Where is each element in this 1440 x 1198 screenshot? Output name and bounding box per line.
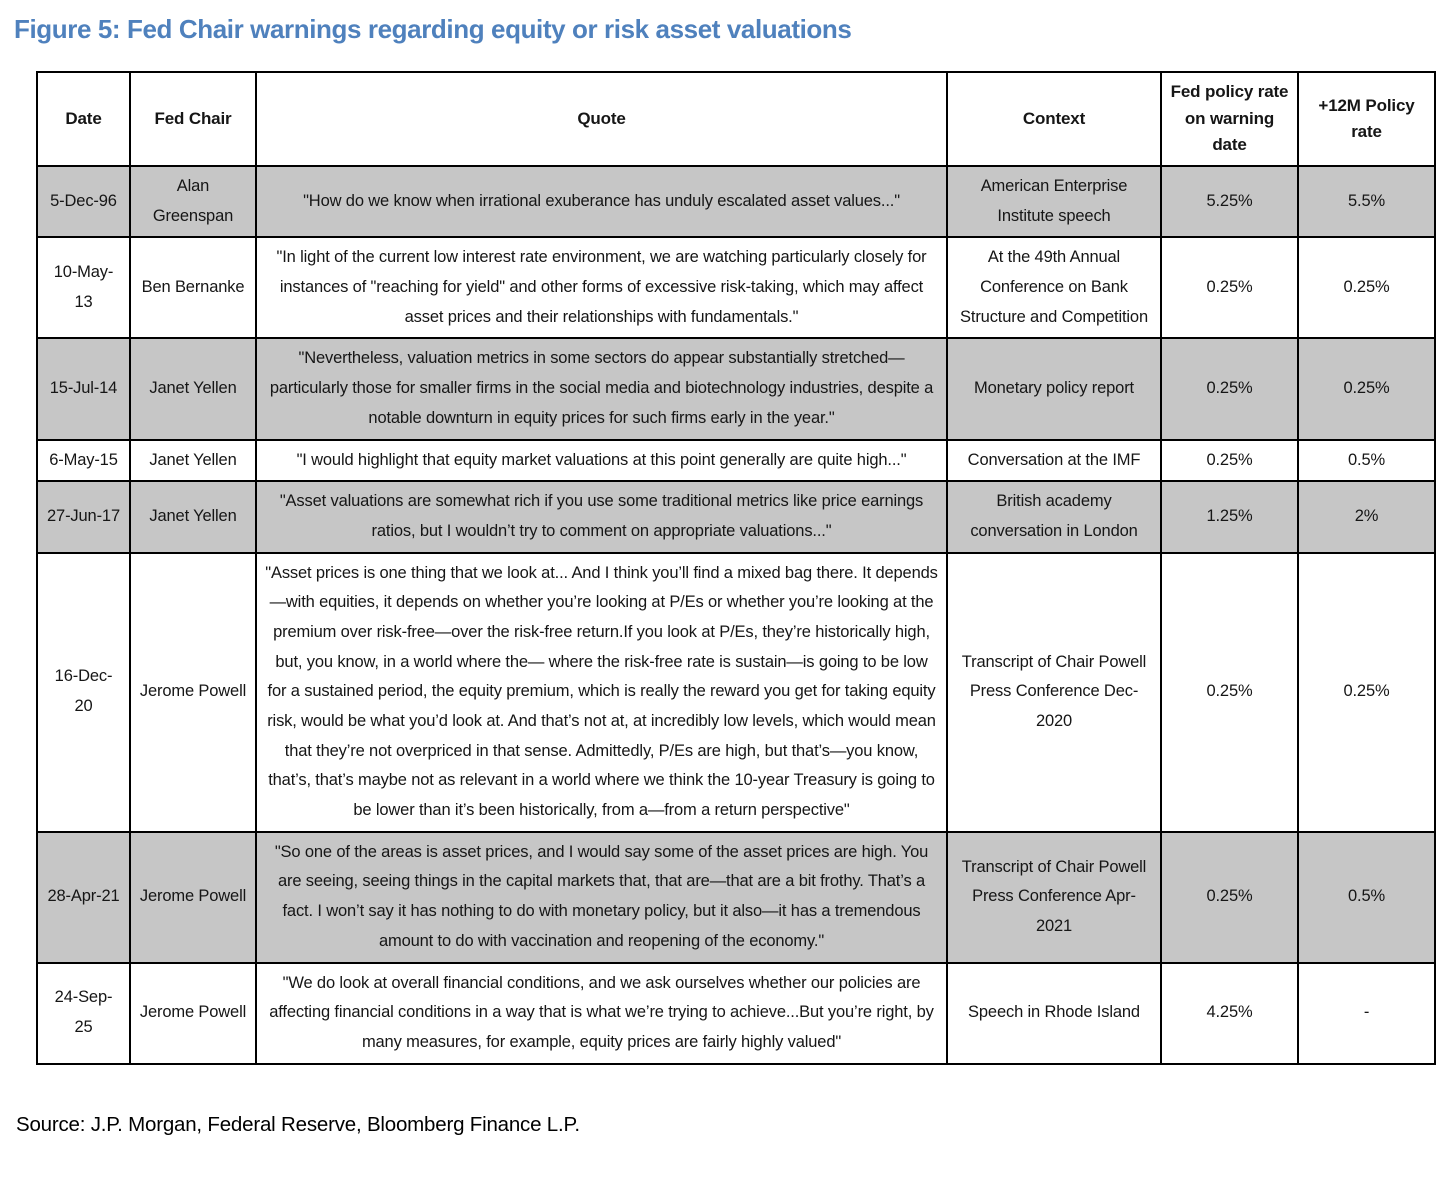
table-row: 5-Dec-96 Alan Greenspan "How do we know wh… <box>36 164 1436 239</box>
table-row: 6-May-15 Janet Yellen "I would highlight t… <box>36 438 1436 483</box>
policy-rate-12m-cell: 2% <box>1297 480 1436 554</box>
quote-cell: "Asset prices is one thing that we look … <box>255 551 948 833</box>
fed-chair-cell: Janet Yellen <box>129 337 257 441</box>
context-cell: British academy conversation in London <box>946 480 1162 554</box>
fed-policy-rate-cell: 0.25% <box>1160 236 1299 340</box>
table-body: 5-Dec-96 Alan Greenspan "How do we know wh… <box>36 164 1436 1065</box>
fed-chair-cell: Janet Yellen <box>129 438 257 483</box>
fed-policy-rate-cell: 0.25% <box>1160 830 1299 964</box>
context-cell: Transcript of Chair Powell Press Confere… <box>946 830 1162 964</box>
column-header-12m-policy-rate: +12M Policy rate <box>1297 71 1436 167</box>
context-cell: Conversation at the IMF <box>946 438 1162 483</box>
fed-warnings-table: Date Fed Chair Quote Context Fed policy … <box>36 71 1436 1065</box>
context-cell: American Enterprise Institute speech <box>946 164 1162 239</box>
source-note: Source: J.P. Morgan, Federal Reserve, Bl… <box>16 1112 580 1136</box>
table-row: 28-Apr-21 Jerome Powell "So one of the are… <box>36 830 1436 964</box>
quote-cell: "Asset valuations are somewhat rich if y… <box>255 480 948 554</box>
policy-rate-12m-cell: 0.25% <box>1297 337 1436 441</box>
date-cell: 5-Dec-96 <box>36 164 131 239</box>
policy-rate-12m-cell: 5.5% <box>1297 164 1436 239</box>
date-cell: 24-Sep-25 <box>36 961 131 1065</box>
quote-cell: "We do look at overall financial conditi… <box>255 961 948 1065</box>
table-row: 15-Jul-14 Janet Yellen "Nevertheless, valu… <box>36 337 1436 441</box>
column-header-fed-chair: Fed Chair <box>129 71 257 167</box>
fed-chair-cell: Alan Greenspan <box>129 164 257 239</box>
date-cell: 16-Dec-20 <box>36 551 131 833</box>
fed-policy-rate-cell: 4.25% <box>1160 961 1299 1065</box>
column-header-fed-policy-rate: Fed policy rate on warning date <box>1160 71 1299 167</box>
quote-cell: "I would highlight that equity market va… <box>255 438 948 483</box>
quote-cell: "How do we know when irrational exuberan… <box>255 164 948 239</box>
figure-title: Figure 5: Fed Chair warnings regarding e… <box>14 14 852 44</box>
date-cell: 15-Jul-14 <box>36 337 131 441</box>
column-header-context: Context <box>946 71 1162 167</box>
fed-policy-rate-cell: 0.25% <box>1160 438 1299 483</box>
table-row: 24-Sep-25 Jerome Powell "We do look at ove… <box>36 961 1436 1065</box>
quote-cell: "Nevertheless, valuation metrics in some… <box>255 337 948 441</box>
table-row: 16-Dec-20 Jerome Powell "Asset prices is o… <box>36 551 1436 833</box>
context-cell: At the 49th Annual Conference on Bank St… <box>946 236 1162 340</box>
date-cell: 6-May-15 <box>36 438 131 483</box>
context-cell: Monetary policy report <box>946 337 1162 441</box>
fed-policy-rate-cell: 5.25% <box>1160 164 1299 239</box>
fed-policy-rate-cell: 1.25% <box>1160 480 1299 554</box>
table-row: 10-May-13 Ben Bernanke "In light of the cu… <box>36 236 1436 340</box>
table-header-row: Date Fed Chair Quote Context Fed policy … <box>36 71 1436 167</box>
policy-rate-12m-cell: 0.5% <box>1297 438 1436 483</box>
fed-policy-rate-cell: 0.25% <box>1160 551 1299 833</box>
date-cell: 27-Jun-17 <box>36 480 131 554</box>
policy-rate-12m-cell: 0.5% <box>1297 830 1436 964</box>
fed-chair-cell: Ben Bernanke <box>129 236 257 340</box>
fed-chair-cell: Jerome Powell <box>129 551 257 833</box>
column-header-quote: Quote <box>255 71 948 167</box>
policy-rate-12m-cell: 0.25% <box>1297 236 1436 340</box>
policy-rate-12m-cell: 0.25% <box>1297 551 1436 833</box>
table-row: 27-Jun-17 Janet Yellen "Asset valuations a… <box>36 480 1436 554</box>
fed-policy-rate-cell: 0.25% <box>1160 337 1299 441</box>
fed-chair-cell: Jerome Powell <box>129 830 257 964</box>
fed-chair-cell: Janet Yellen <box>129 480 257 554</box>
date-cell: 10-May-13 <box>36 236 131 340</box>
fed-chair-cell: Jerome Powell <box>129 961 257 1065</box>
context-cell: Transcript of Chair Powell Press Confere… <box>946 551 1162 833</box>
quote-cell: "So one of the areas is asset prices, an… <box>255 830 948 964</box>
column-header-date: Date <box>36 71 131 167</box>
quote-cell: "In light of the current low interest ra… <box>255 236 948 340</box>
date-cell: 28-Apr-21 <box>36 830 131 964</box>
policy-rate-12m-cell: - <box>1297 961 1436 1065</box>
context-cell: Speech in Rhode Island <box>946 961 1162 1065</box>
